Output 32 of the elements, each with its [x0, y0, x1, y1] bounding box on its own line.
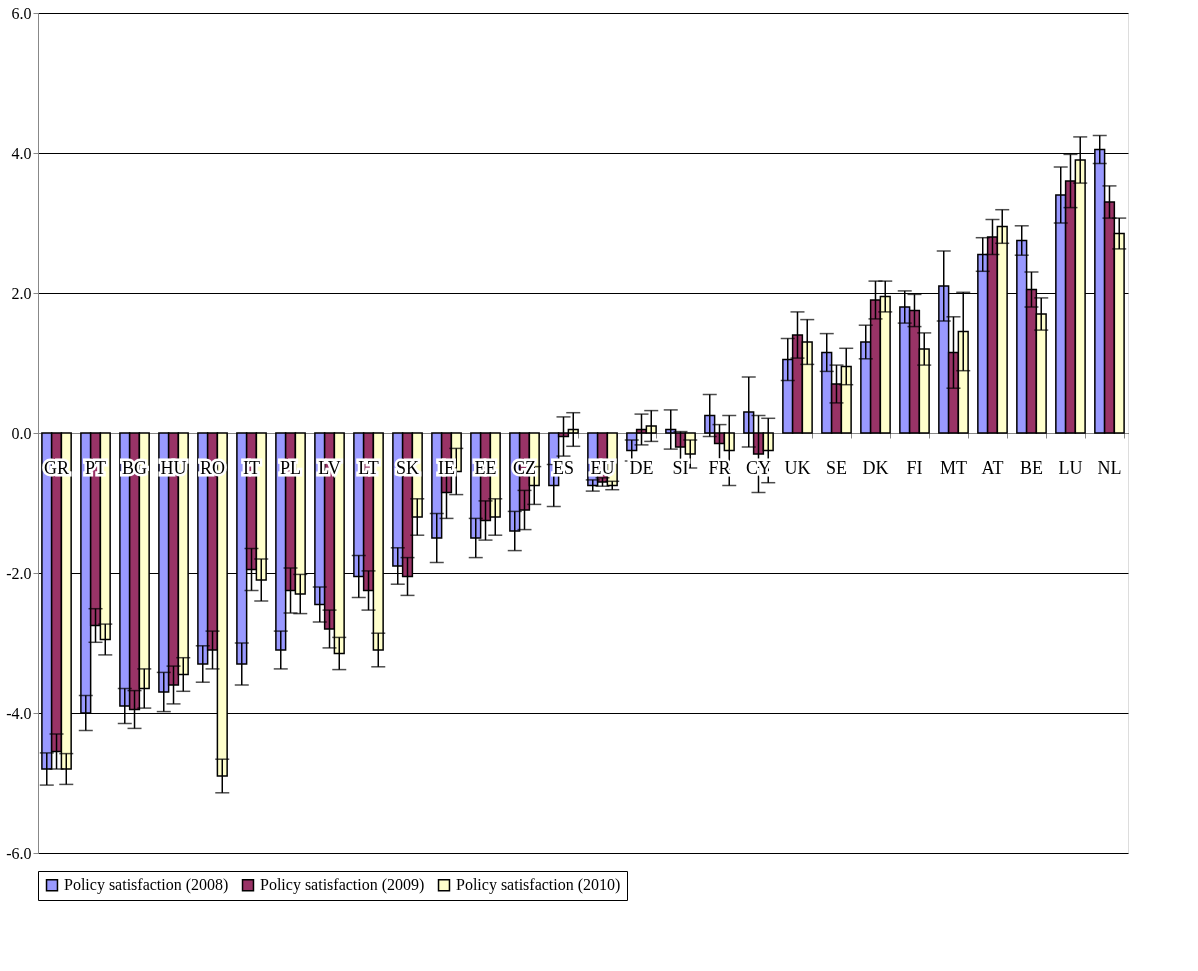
x-tick-label: AT	[981, 457, 1004, 478]
x-tick-label: MT	[939, 457, 967, 478]
x-tick-label: FI	[906, 457, 923, 478]
x-tick-label: UK	[784, 457, 811, 478]
x-tick-label: LU	[1058, 457, 1083, 478]
x-tick-label: EE	[474, 457, 497, 478]
x-tick-label: NL	[1097, 457, 1122, 478]
x-tick-label: SK	[396, 457, 420, 478]
x-tick-label: RO	[200, 457, 226, 478]
x-tick-label: EU	[590, 457, 615, 478]
x-tick-label: CZ	[512, 457, 537, 478]
x-tick-label: IT	[243, 457, 261, 478]
y-tick-label: 4.0	[11, 144, 32, 162]
x-tick-label: GR	[44, 457, 70, 478]
legend-label: Policy satisfaction (2009)	[260, 876, 425, 895]
y-tick-label: -6.0	[6, 844, 32, 862]
y-tick-label: -2.0	[6, 564, 32, 582]
x-tick-label: DE	[629, 457, 654, 478]
x-tick-label: BE	[1019, 457, 1043, 478]
legend-label: Policy satisfaction (2010)	[456, 876, 621, 895]
x-tick-label: SE	[825, 457, 847, 478]
y-tick-label: 2.0	[11, 284, 32, 302]
y-tick-label: 6.0	[11, 4, 32, 22]
x-tick-label: DK	[862, 457, 889, 478]
x-tick-label: LV	[318, 457, 341, 478]
x-tick-label: BG	[122, 457, 148, 478]
x-tick-label: SI	[672, 457, 689, 478]
x-tick-label: IE	[438, 457, 456, 478]
legend-label: Policy satisfaction (2008)	[64, 876, 229, 895]
y-tick-label: 0.0	[11, 424, 32, 442]
x-tick-label: PL	[280, 457, 302, 478]
y-tick-label: -4.0	[6, 704, 32, 722]
